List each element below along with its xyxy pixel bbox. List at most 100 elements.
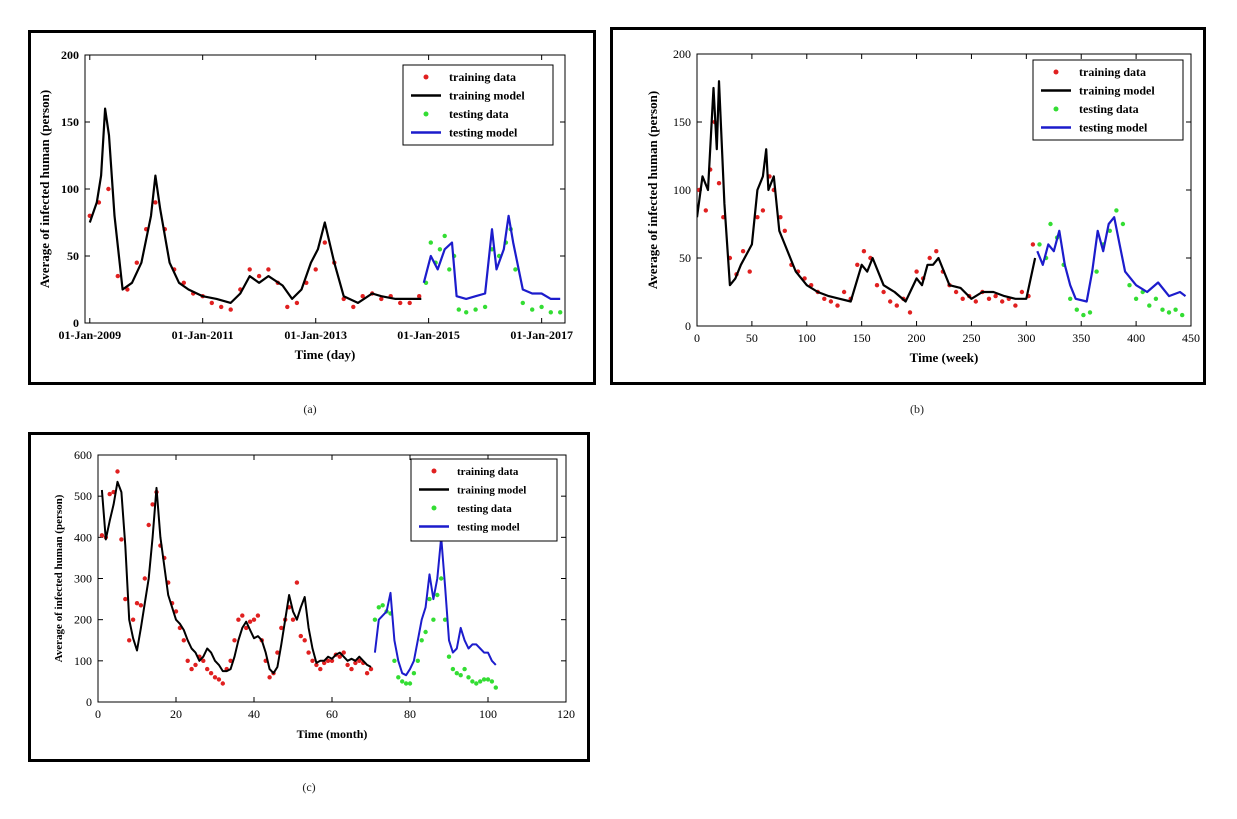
y-tick-label: 150	[673, 115, 691, 129]
y-axis-label: Average of infected human (person)	[37, 90, 52, 288]
point-training-data	[294, 580, 300, 585]
y-tick-label: 200	[673, 47, 691, 61]
point-training-data	[115, 469, 120, 474]
point-training-data	[778, 215, 783, 220]
point-testing-data	[1180, 312, 1185, 318]
y-tick-label: 300	[74, 572, 92, 586]
point-training-data	[127, 638, 132, 643]
series-testing-model	[373, 536, 497, 677]
point-training-data	[986, 296, 992, 301]
point-testing-data	[462, 666, 467, 672]
point-testing-data	[435, 592, 440, 598]
y-tick-label: 200	[74, 613, 92, 627]
point-training-data	[150, 502, 155, 507]
point-training-data	[934, 249, 939, 254]
point-testing-data	[1173, 307, 1178, 312]
point-training-data	[125, 287, 130, 292]
point-testing-data	[442, 617, 448, 622]
point-training-data	[236, 617, 241, 622]
legend-label-training-data: training data	[457, 466, 519, 478]
legend-swatch-testing-data	[1053, 106, 1059, 112]
point-training-data	[208, 671, 214, 676]
point-training-data	[782, 228, 787, 233]
point-testing-data	[513, 267, 518, 272]
point-training-data	[313, 267, 318, 272]
point-training-data	[314, 662, 319, 668]
point-testing-data	[396, 675, 401, 680]
point-testing-data	[520, 300, 525, 306]
point-training-data	[993, 293, 998, 299]
point-training-data	[275, 650, 280, 655]
point-training-data	[894, 303, 899, 308]
x-tick-label: 250	[962, 331, 980, 345]
point-testing-data	[392, 658, 397, 663]
chart-panel-b: 0 50 100 150 200 0 50 100 150 200 250 300 350 400 450 T…	[610, 27, 1206, 385]
point-training-data	[193, 662, 198, 668]
point-training-data	[285, 304, 290, 310]
x-tick-label: 300	[1017, 331, 1035, 345]
point-testing-data	[403, 681, 409, 686]
point-testing-data	[473, 307, 478, 312]
legend-label-testing-data: testing data	[1079, 102, 1139, 116]
point-training-data	[232, 638, 237, 643]
point-testing-data	[423, 629, 428, 635]
legend-label-testing-model: testing model	[457, 522, 520, 534]
point-training-data	[302, 638, 307, 643]
point-training-data	[747, 269, 752, 274]
point-testing-data	[1094, 269, 1099, 274]
point-testing-data	[482, 304, 488, 310]
point-training-data	[134, 601, 140, 606]
point-testing-data	[407, 681, 413, 686]
point-training-data	[973, 299, 978, 304]
point-training-data	[119, 537, 124, 542]
point-training-data	[345, 662, 350, 668]
y-tick-label: 0	[86, 695, 92, 709]
x-tick-label: 80	[404, 707, 416, 721]
y-tick-label: 400	[74, 530, 92, 544]
caption-b: (b)	[910, 402, 924, 416]
point-training-data	[368, 666, 374, 672]
point-testing-data	[415, 658, 420, 663]
chart-a: 0 50 100 150 200 01-Jan-2009 01-Jan-2011 01-Jan…	[37, 48, 573, 362]
legend-label-training-model: training model	[457, 485, 526, 497]
point-training-data	[1000, 299, 1005, 304]
x-axis-label: Time (month)	[297, 727, 368, 741]
x-tick-label: 120	[557, 707, 575, 721]
point-training-data	[322, 240, 327, 245]
x-tick-label: 400	[1127, 331, 1145, 345]
x-tick-label: 100	[479, 707, 497, 721]
point-testing-data	[1166, 310, 1172, 315]
point-training-data	[407, 300, 412, 306]
point-testing-data	[446, 654, 452, 659]
point-training-data	[861, 249, 867, 254]
x-tick-label: 150	[853, 331, 871, 345]
point-training-data	[835, 303, 840, 308]
point-training-data	[115, 273, 121, 279]
point-training-data	[822, 296, 827, 301]
x-tick-label: 0	[694, 331, 700, 345]
point-training-data	[874, 283, 880, 288]
point-testing-data	[1107, 228, 1112, 233]
y-tick-label: 50	[679, 251, 691, 265]
point-training-data	[256, 273, 262, 279]
point-training-data	[337, 654, 342, 659]
point-training-data	[1013, 303, 1018, 308]
point-training-data	[360, 294, 365, 299]
point-testing-data	[1048, 221, 1053, 227]
x-tick-label: 100	[798, 331, 816, 345]
point-testing-data	[411, 671, 417, 676]
point-training-data	[914, 269, 919, 274]
point-training-data	[329, 658, 335, 663]
point-training-data	[349, 666, 354, 672]
point-training-data	[123, 596, 128, 602]
point-testing-data	[380, 603, 385, 608]
series-testing-model	[422, 214, 561, 300]
point-training-data	[953, 289, 959, 295]
series-training-model	[88, 107, 422, 304]
point-testing-data	[419, 638, 424, 643]
point-testing-data	[1068, 296, 1073, 301]
point-testing-data	[558, 310, 563, 315]
point-testing-data	[1127, 283, 1132, 288]
x-tick-label: 40	[248, 707, 260, 721]
point-training-data	[251, 617, 257, 622]
